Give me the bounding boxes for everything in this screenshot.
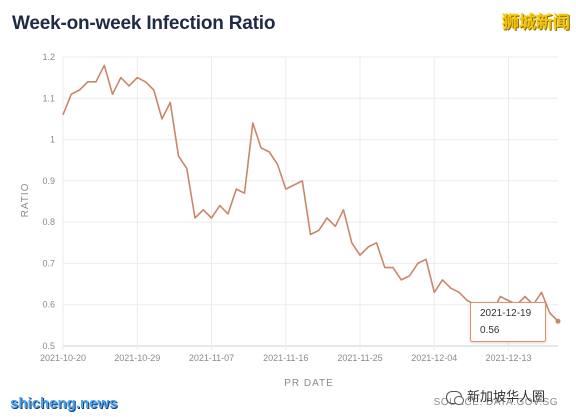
y-axis-title: RATIO [20,183,31,218]
wechat-label: 新加坡华人圈 [467,390,546,405]
data-source: SOURCE: DATA.GOV.SG [433,397,558,408]
x-tick-label: 2021-10-20 [40,353,86,363]
x-tick-label: 2021-11-16 [263,353,308,363]
x-tick-label: 2021-11-07 [189,353,234,363]
y-tick-label: 1.1 [42,93,55,103]
data-points [555,318,561,324]
tooltip-date: 2021-12-19 [480,308,532,319]
y-tick-label: 0.5 [42,341,55,351]
wechat-icon [446,391,464,405]
x-tick-labels: 2021-10-20 2021-10-29 2021-11-07 2021-11-16… [40,353,532,363]
y-tick-labels: 0.5 0.6 0.7 0.8 0.9 1 1.1 1.2 [42,52,55,351]
y-tick-label: 1.2 [42,52,55,62]
site-watermark: shicheng.news [10,395,118,412]
x-tick-label: 2021-11-25 [337,353,382,363]
wechat-watermark: 新加坡华人圈 [446,386,545,405]
x-tick-label: 2021-10-29 [114,353,160,363]
x-axis-title: PR DATE [284,378,334,389]
hover-tooltip: 2021-12-19 0.56 [470,302,546,342]
y-tick-label: 1 [50,135,55,145]
tooltip-value: 0.56 [480,325,500,336]
data-point[interactable] [555,318,561,324]
chart-title: Week-on-week Infection Ratio [12,13,276,34]
y-tick-label: 0.7 [42,258,55,268]
brand-badge: 狮城新闻 [502,13,570,33]
y-tick-label: 0.6 [42,300,55,310]
y-tick-label: 0.8 [42,217,55,227]
y-tick-label: 0.9 [42,176,55,186]
x-tick-label: 2021-12-04 [411,353,457,363]
x-tick-label: 2021-12-13 [485,353,531,363]
